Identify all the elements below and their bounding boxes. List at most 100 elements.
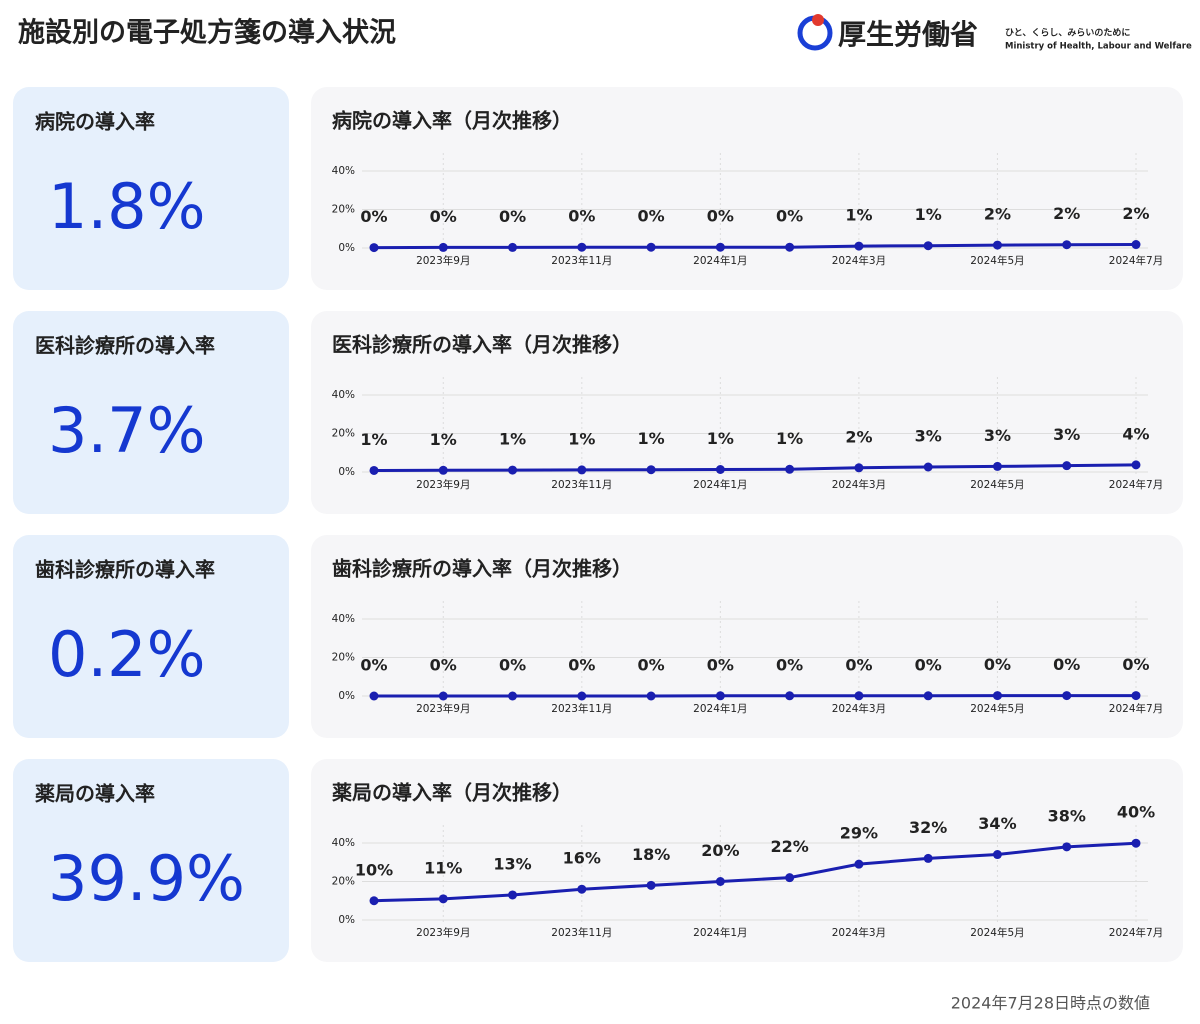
data-point: [1131, 691, 1141, 701]
data-label: 1%: [499, 430, 526, 449]
data-label: 20%: [701, 841, 739, 860]
x-tick-label: 2023年9月: [416, 254, 470, 267]
x-tick-label: 2024年1月: [693, 702, 747, 715]
kpi-card: [13, 535, 289, 738]
data-label: 40%: [1117, 803, 1155, 822]
data-point: [369, 243, 379, 253]
data-point: [992, 461, 1002, 471]
kpi-value: 39.9%: [48, 842, 245, 915]
kpi-label: 医科診療所の導入率: [35, 334, 215, 358]
x-tick-label: 2024年1月: [693, 926, 747, 939]
data-label: 0%: [568, 207, 595, 226]
data-point: [1131, 240, 1141, 250]
kpi-value: 3.7%: [48, 394, 206, 467]
kpi-card: [13, 759, 289, 962]
x-tick-label: 2024年5月: [970, 478, 1024, 491]
data-label: 2%: [845, 427, 872, 446]
x-tick-label: 2024年1月: [693, 478, 747, 491]
logo-name: 厚生労働省: [838, 18, 978, 51]
data-line: [373, 243, 1137, 250]
data-point: [577, 884, 587, 894]
data-point: [508, 465, 518, 475]
data-point: [1062, 240, 1072, 250]
x-tick-label: 2024年7月: [1109, 926, 1163, 939]
data-label: 3%: [915, 426, 942, 445]
x-tick-label: 2024年7月: [1109, 702, 1163, 715]
data-point: [577, 242, 587, 252]
data-point: [508, 242, 518, 252]
x-tick-label: 2023年11月: [551, 702, 612, 715]
data-point: [854, 241, 864, 251]
data-point: [577, 691, 587, 701]
data-label: 1%: [638, 429, 665, 448]
data-label: 0%: [776, 655, 803, 674]
data-point: [1131, 838, 1141, 848]
data-label: 1%: [845, 206, 872, 225]
data-point: [508, 691, 518, 701]
data-label: 0%: [707, 655, 734, 674]
data-point: [646, 691, 656, 701]
data-point: [1062, 461, 1072, 471]
x-tick-label: 2024年7月: [1109, 254, 1163, 267]
chart-card: [311, 311, 1183, 514]
kpi-value: 0.2%: [48, 618, 206, 691]
data-point: [438, 465, 448, 475]
kpi-label: 病院の導入率: [35, 110, 155, 134]
page-title: 施設別の電子処方箋の導入状況: [18, 17, 396, 49]
data-point: [1062, 691, 1072, 701]
data-label: 3%: [984, 426, 1011, 445]
data-label: 0%: [638, 207, 665, 226]
data-point: [646, 465, 656, 475]
logo-dot: [812, 14, 824, 26]
x-tick-label: 2024年1月: [693, 254, 747, 267]
kpi-card: [13, 311, 289, 514]
data-label: 0%: [430, 207, 457, 226]
data-label: 0%: [638, 656, 665, 675]
x-tick-label: 2023年9月: [416, 702, 470, 715]
data-label: 0%: [984, 655, 1011, 674]
data-label: 0%: [499, 656, 526, 675]
data-label: 11%: [424, 858, 462, 877]
x-tick-label: 2024年7月: [1109, 478, 1163, 491]
data-point: [854, 859, 864, 869]
logo-english: Ministry of Health, Labour and Welfare: [1005, 42, 1192, 52]
data-label: 1%: [915, 205, 942, 224]
data-point: [992, 240, 1002, 250]
data-point: [508, 890, 518, 900]
data-point: [1062, 842, 1072, 852]
y-tick-label: 20%: [332, 428, 355, 440]
data-point: [715, 242, 725, 252]
logo: 厚生労働省 ひと、くらし、みらいのために Ministry of Health,…: [797, 14, 1192, 52]
data-label: 29%: [840, 824, 878, 843]
y-tick-label: 40%: [332, 837, 355, 849]
data-label: 13%: [493, 854, 531, 873]
data-point: [785, 242, 795, 252]
x-tick-label: 2024年5月: [970, 926, 1024, 939]
data-label: 0%: [776, 207, 803, 226]
x-tick-label: 2023年11月: [551, 254, 612, 267]
data-label: 3%: [1053, 425, 1080, 444]
y-tick-label: 20%: [332, 876, 355, 888]
y-tick-label: 0%: [338, 914, 355, 926]
data-point: [785, 691, 795, 701]
data-label: 1%: [776, 429, 803, 448]
data-point: [369, 896, 379, 906]
data-point: [992, 850, 1002, 860]
data-point: [369, 691, 379, 701]
data-label: 0%: [707, 207, 734, 226]
data-point: [785, 873, 795, 883]
data-point: [438, 894, 448, 904]
y-tick-label: 0%: [338, 242, 355, 254]
data-point: [923, 462, 933, 472]
data-point: [923, 853, 933, 863]
data-label: 0%: [568, 656, 595, 675]
data-label: 1%: [568, 429, 595, 448]
x-tick-label: 2023年11月: [551, 478, 612, 491]
y-tick-label: 0%: [338, 466, 355, 478]
data-label: 4%: [1122, 424, 1149, 443]
data-label: 0%: [1122, 655, 1149, 674]
chart-title: 薬局の導入率（月次推移）: [332, 781, 572, 805]
data-point: [923, 691, 933, 701]
logo-tagline: ひと、くらし、みらいのために: [1005, 28, 1130, 39]
